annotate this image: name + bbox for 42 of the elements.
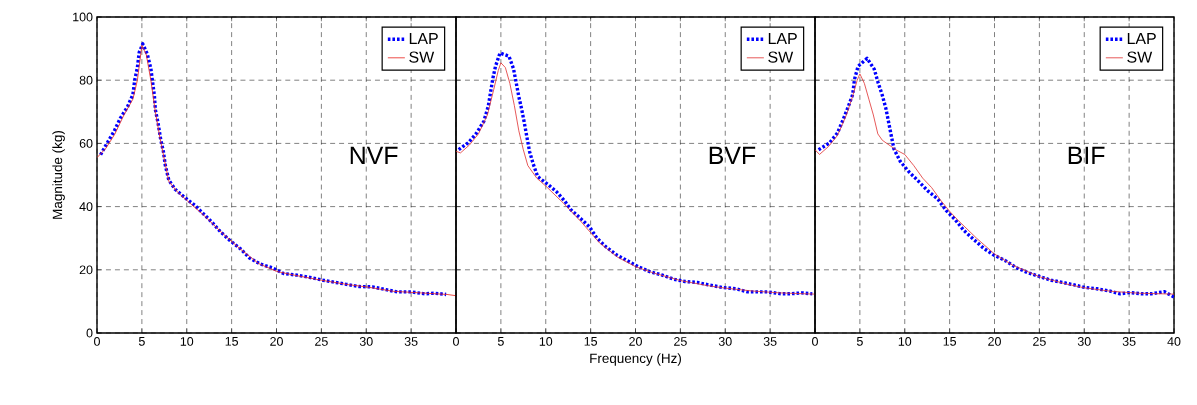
x-tick-label: 15: [584, 337, 598, 346]
x-tick-label: 20: [629, 337, 642, 346]
x-tick-label: 35: [763, 337, 777, 346]
x-tick-label: 10: [898, 337, 912, 346]
annotation: BVF: [709, 146, 756, 164]
x-tick-label: 35: [1122, 337, 1136, 346]
legend-label: LAP: [768, 33, 797, 45]
x-tick-label: 10: [539, 337, 553, 346]
x-tick-label: 0: [94, 337, 100, 346]
x-tick-label: 40: [1167, 337, 1181, 346]
legend-label: SW: [1127, 51, 1153, 63]
x-tick-label: 0: [812, 337, 818, 346]
legend-label: SW: [768, 51, 794, 63]
x-tick-label: 25: [1033, 337, 1046, 346]
y-axis-title: Magnitude (kg): [52, 131, 65, 219]
x-tick-label: 5: [138, 337, 145, 346]
legend-label: SW: [409, 51, 435, 63]
x-tick-label: 30: [718, 337, 732, 346]
x-tick-label: 5: [856, 337, 863, 346]
y-tick-label: 40: [79, 202, 93, 212]
x-tick-label: 5: [497, 337, 504, 346]
y-tick-label: 0: [86, 328, 93, 338]
x-tick-label: 30: [1077, 337, 1091, 346]
x-tick-label: 25: [315, 337, 328, 346]
annotation: BIF: [1068, 146, 1105, 164]
y-tick-label: 80: [79, 75, 93, 85]
annotation: NVF: [350, 146, 398, 164]
legend-label: LAP: [1127, 33, 1156, 45]
x-tick-label: 15: [943, 337, 957, 346]
y-tick-label: 60: [79, 139, 93, 148]
x-tick-label: 30: [359, 337, 373, 346]
x-tick-label: 35: [404, 337, 418, 346]
legend-label: LAP: [409, 33, 438, 45]
x-tick-label: 10: [180, 337, 194, 346]
x-tick-label: 20: [270, 337, 283, 346]
x-tick-label: 25: [674, 337, 687, 346]
y-tick-label: 100: [73, 12, 93, 22]
x-axis-title: Frequency (Hz): [590, 353, 681, 366]
x-tick-label: 15: [225, 337, 239, 346]
y-tick-label: 20: [79, 265, 93, 275]
x-tick-label: 20: [988, 337, 1001, 346]
x-tick-label: 0: [453, 337, 459, 346]
